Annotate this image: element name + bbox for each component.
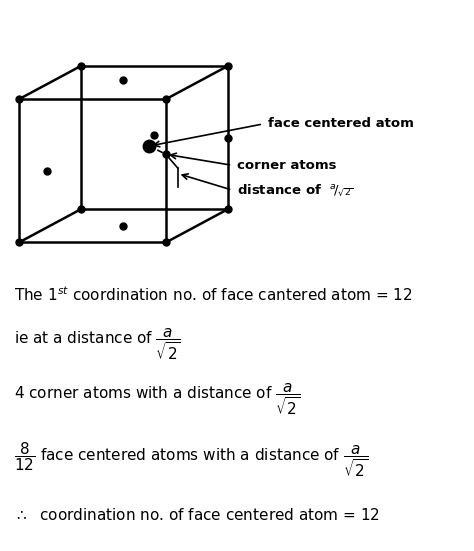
Text: distance of  $^a\!/_{\sqrt{2}}$: distance of $^a\!/_{\sqrt{2}}$ [237, 182, 354, 198]
Text: ie at a distance of $\dfrac{a}{\sqrt{2}}$: ie at a distance of $\dfrac{a}{\sqrt{2}}… [14, 327, 181, 362]
Text: $\therefore$  coordination no. of face centered atom = 12: $\therefore$ coordination no. of face ce… [14, 507, 380, 523]
Text: face centered atom: face centered atom [268, 117, 414, 131]
Text: corner atoms: corner atoms [237, 159, 337, 172]
Text: 4 corner atoms with a distance of $\dfrac{a}{\sqrt{2}}$: 4 corner atoms with a distance of $\dfra… [14, 382, 301, 417]
Text: The 1$^{st}$ coordination no. of face cantered atom = 12: The 1$^{st}$ coordination no. of face ca… [14, 285, 413, 304]
Text: $\dfrac{8}{12}$ face centered atoms with a distance of $\dfrac{a}{\sqrt{2}}$: $\dfrac{8}{12}$ face centered atoms with… [14, 441, 368, 479]
